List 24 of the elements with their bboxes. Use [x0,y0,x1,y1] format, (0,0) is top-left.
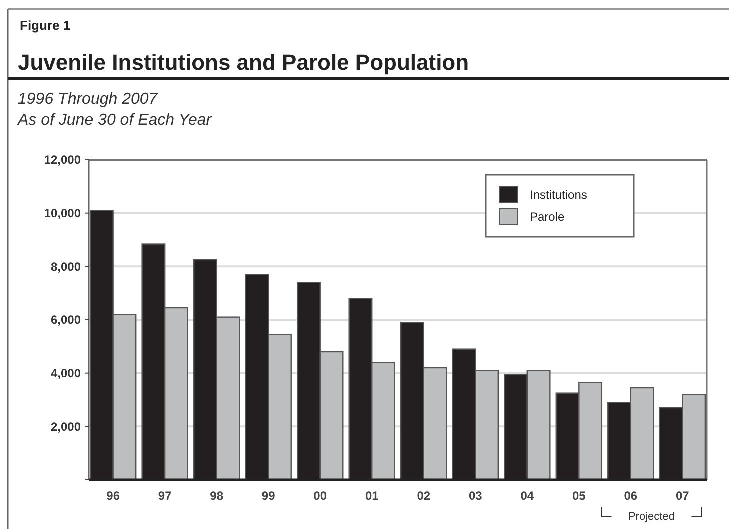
x-tick-label: 07 [676,489,690,503]
x-tick-label: 03 [468,489,483,503]
y-tick-label: 10,000 [44,206,82,221]
x-tick-label: 98 [210,489,224,503]
chart-title: Juvenile Institutions and Parole Population [18,50,470,75]
y-tick-label: 8,000 [50,260,82,274]
legend-label: Institutions [530,188,588,202]
x-tick-label: 05 [572,489,586,503]
x-tick-label: 99 [262,489,276,503]
x-tick-label: 02 [417,489,431,503]
y-tick-label: 2,000 [50,420,82,434]
y-tick-label: 12,000 [44,153,82,168]
legend-label: Parole [530,210,566,224]
x-tick-label: 01 [365,489,380,503]
caption: Figure 1 [20,18,71,33]
text: Projected [628,511,675,523]
y-tick-label: 4,000 [50,366,82,381]
chart-subtitle: 1996 Through 2007 As of June 30 of Each Year [17,91,212,129]
x-tick-label: 04 [520,489,534,503]
x-tick-label: 06 [624,489,638,503]
x-tick-label: 00 [314,489,328,503]
x-tick-label: 97 [158,489,172,503]
x-tick-label: 96 [106,489,120,503]
y-tick-label: 6,000 [50,313,82,328]
